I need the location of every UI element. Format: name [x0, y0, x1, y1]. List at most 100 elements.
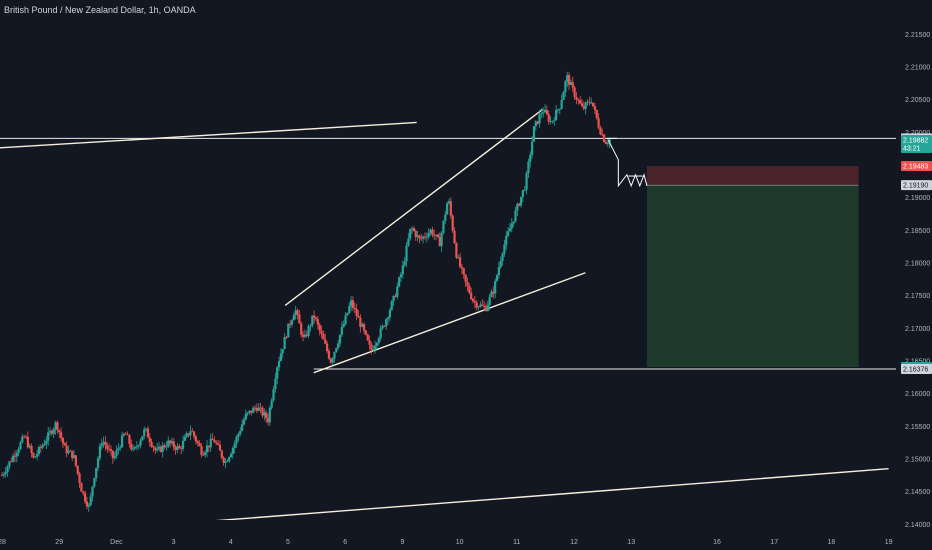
candle-body	[102, 441, 105, 444]
candle	[603, 133, 606, 143]
candle-body	[507, 231, 510, 236]
candle	[388, 307, 391, 322]
candle-body	[401, 265, 404, 275]
candle-body	[442, 220, 445, 233]
candle-body	[333, 351, 336, 359]
candle-body	[582, 106, 585, 109]
candle-body	[215, 442, 218, 444]
candle-body	[2, 474, 5, 476]
candle	[366, 333, 369, 341]
candle	[154, 446, 157, 454]
candle	[248, 410, 251, 415]
candle-body	[63, 443, 66, 446]
candle	[303, 329, 307, 339]
candle-body	[482, 305, 486, 307]
candle-body	[427, 233, 430, 237]
candle	[63, 441, 66, 446]
candle-body	[78, 473, 81, 484]
candle-body	[32, 453, 35, 458]
candle	[401, 260, 404, 279]
candle	[178, 443, 181, 449]
candle	[560, 94, 563, 110]
candle	[191, 428, 194, 433]
candle-body	[473, 301, 476, 303]
candle	[246, 411, 249, 417]
candle	[17, 446, 20, 457]
candle	[0, 471, 4, 477]
candle	[431, 226, 434, 238]
candle-body	[165, 446, 168, 448]
candle	[438, 232, 441, 247]
candle-body	[407, 238, 410, 246]
candle	[514, 206, 517, 223]
candle-body	[56, 422, 59, 431]
candle-body	[453, 230, 456, 244]
candle	[606, 137, 609, 148]
candle-body	[17, 449, 20, 453]
candle-body	[484, 306, 488, 312]
candle	[414, 229, 417, 241]
candle-body	[45, 440, 48, 445]
candle	[196, 440, 199, 447]
candle	[279, 348, 283, 362]
candle	[265, 410, 268, 423]
candle-body	[192, 431, 196, 437]
candle-body	[335, 347, 338, 352]
candle	[309, 323, 312, 332]
candle-body	[355, 309, 358, 317]
candle-body	[21, 436, 24, 443]
candle-body	[458, 257, 462, 267]
candle	[200, 443, 203, 458]
candle-body	[220, 450, 223, 458]
candle	[333, 351, 336, 363]
candle	[497, 261, 500, 279]
candle-body	[444, 214, 447, 221]
candle-body	[300, 323, 303, 335]
candle-body	[82, 491, 85, 494]
candle-body	[601, 134, 604, 136]
candle-body	[359, 317, 362, 327]
candle	[368, 335, 371, 350]
time-tick-label: 3	[172, 539, 176, 546]
candle	[71, 450, 74, 462]
candle-body	[531, 141, 534, 155]
candle-body	[357, 316, 360, 318]
candle	[540, 108, 543, 119]
candle-body	[438, 237, 441, 247]
candle	[494, 278, 497, 299]
candle-body	[143, 429, 146, 437]
candle	[521, 190, 524, 203]
candle-body	[475, 302, 478, 308]
candle-body	[4, 472, 7, 475]
candle	[338, 334, 342, 347]
candle-body	[176, 446, 179, 450]
candle-body	[187, 433, 190, 436]
candle	[266, 413, 270, 426]
candle-body	[270, 400, 273, 408]
candle	[43, 439, 46, 447]
candle	[375, 341, 379, 350]
candle	[322, 330, 325, 340]
candle-body	[529, 154, 532, 162]
candle	[488, 294, 491, 311]
candle	[176, 443, 179, 454]
candle	[104, 436, 107, 451]
price-tick-label: 2.14500	[905, 489, 930, 496]
candle	[508, 222, 512, 232]
candle	[26, 431, 29, 449]
time-tick-label: 4	[229, 539, 233, 546]
candle-body	[540, 113, 543, 115]
candle-body	[595, 109, 598, 119]
time-tick-label: 19	[885, 539, 893, 546]
candle	[357, 310, 360, 318]
candle-body	[497, 267, 500, 276]
candle-body	[120, 435, 124, 448]
candle-body	[189, 431, 192, 436]
candle	[257, 403, 260, 412]
candle-body	[126, 434, 129, 436]
candle	[567, 72, 571, 91]
candle	[516, 202, 519, 216]
candle	[96, 456, 100, 471]
candle	[290, 318, 294, 328]
